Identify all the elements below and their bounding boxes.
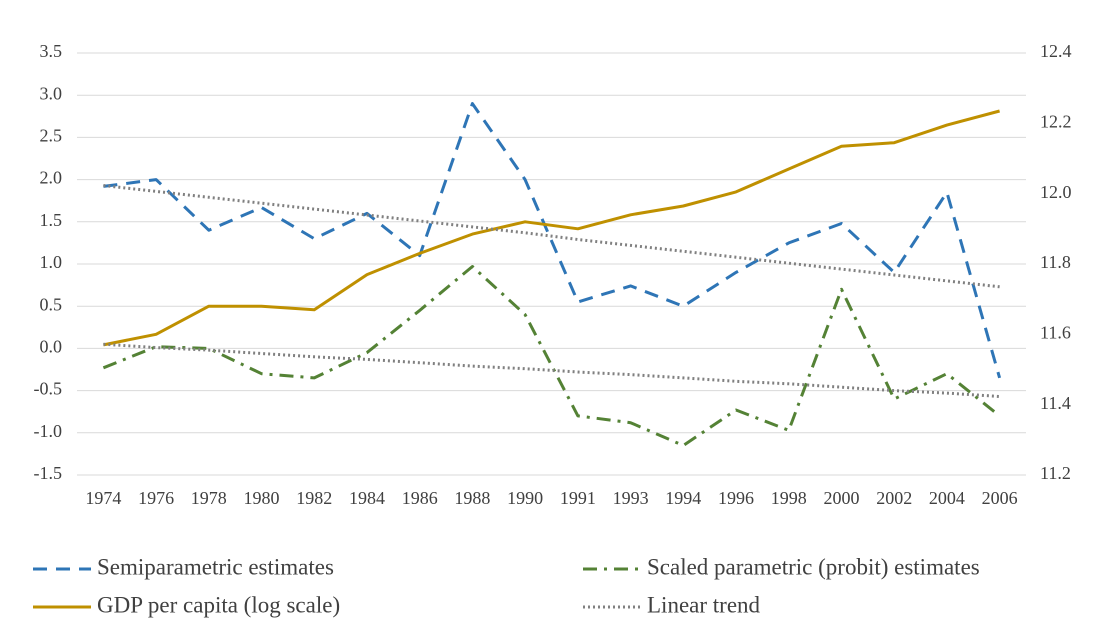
x-tick-label: 1991 (560, 488, 596, 508)
series-line (103, 342, 1000, 398)
y-tick-label: 2.5 (40, 126, 63, 146)
y2-tick-label: 12.4 (1040, 41, 1072, 61)
x-tick-label: 1980 (244, 488, 280, 508)
y-tick-label: 2.0 (40, 168, 63, 188)
series-line (103, 184, 1000, 289)
x-tick-label: 1988 (454, 488, 490, 508)
y-tick-label: 3.5 (40, 41, 63, 61)
series-line (102, 265, 1001, 447)
x-tick-label: 1993 (613, 488, 649, 508)
x-tick-label: 1990 (507, 488, 543, 508)
legend-label: Scaled parametric (probit) estimates (647, 554, 980, 579)
series-line (103, 102, 1002, 379)
x-tick-label: 2006 (982, 488, 1018, 508)
y2-tick-label: 12.2 (1040, 111, 1072, 131)
y-tick-label: 1.0 (40, 252, 63, 272)
x-tick-label: 1994 (665, 488, 701, 508)
legend-label: GDP per capita (log scale) (97, 592, 340, 617)
y2-tick-label: 11.4 (1040, 393, 1071, 413)
x-tick-label: 2000 (823, 488, 859, 508)
x-tick-label: 2002 (876, 488, 912, 508)
y2-tick-label: 12.0 (1040, 182, 1072, 202)
x-tick-label: 1998 (771, 488, 807, 508)
y2-tick-label: 11.2 (1040, 463, 1071, 483)
y-tick-label: 1.5 (40, 210, 63, 230)
x-tick-label: 1978 (191, 488, 227, 508)
series-line (103, 109, 1000, 347)
x-tick-label: 1982 (296, 488, 332, 508)
y-tick-label: -0.5 (34, 379, 63, 399)
legend-label: Linear trend (647, 592, 761, 617)
x-tick-label: 1976 (138, 488, 174, 508)
legend-label: Semiparametric estimates (97, 554, 334, 579)
y-tick-label: 0.0 (40, 337, 63, 357)
x-tick-label: 1996 (718, 488, 754, 508)
y2-tick-label: 11.6 (1040, 322, 1071, 342)
y-tick-label: 0.5 (40, 294, 63, 314)
x-tick-label: 1984 (349, 488, 385, 508)
y-tick-label: 3.0 (40, 83, 63, 103)
x-tick-label: 2004 (929, 488, 965, 508)
y2-tick-label: 11.8 (1040, 252, 1071, 272)
x-tick-label: 1986 (402, 488, 438, 508)
y-tick-label: -1.0 (34, 421, 63, 441)
y-tick-label: -1.5 (34, 463, 63, 483)
x-tick-label: 1974 (85, 488, 121, 508)
